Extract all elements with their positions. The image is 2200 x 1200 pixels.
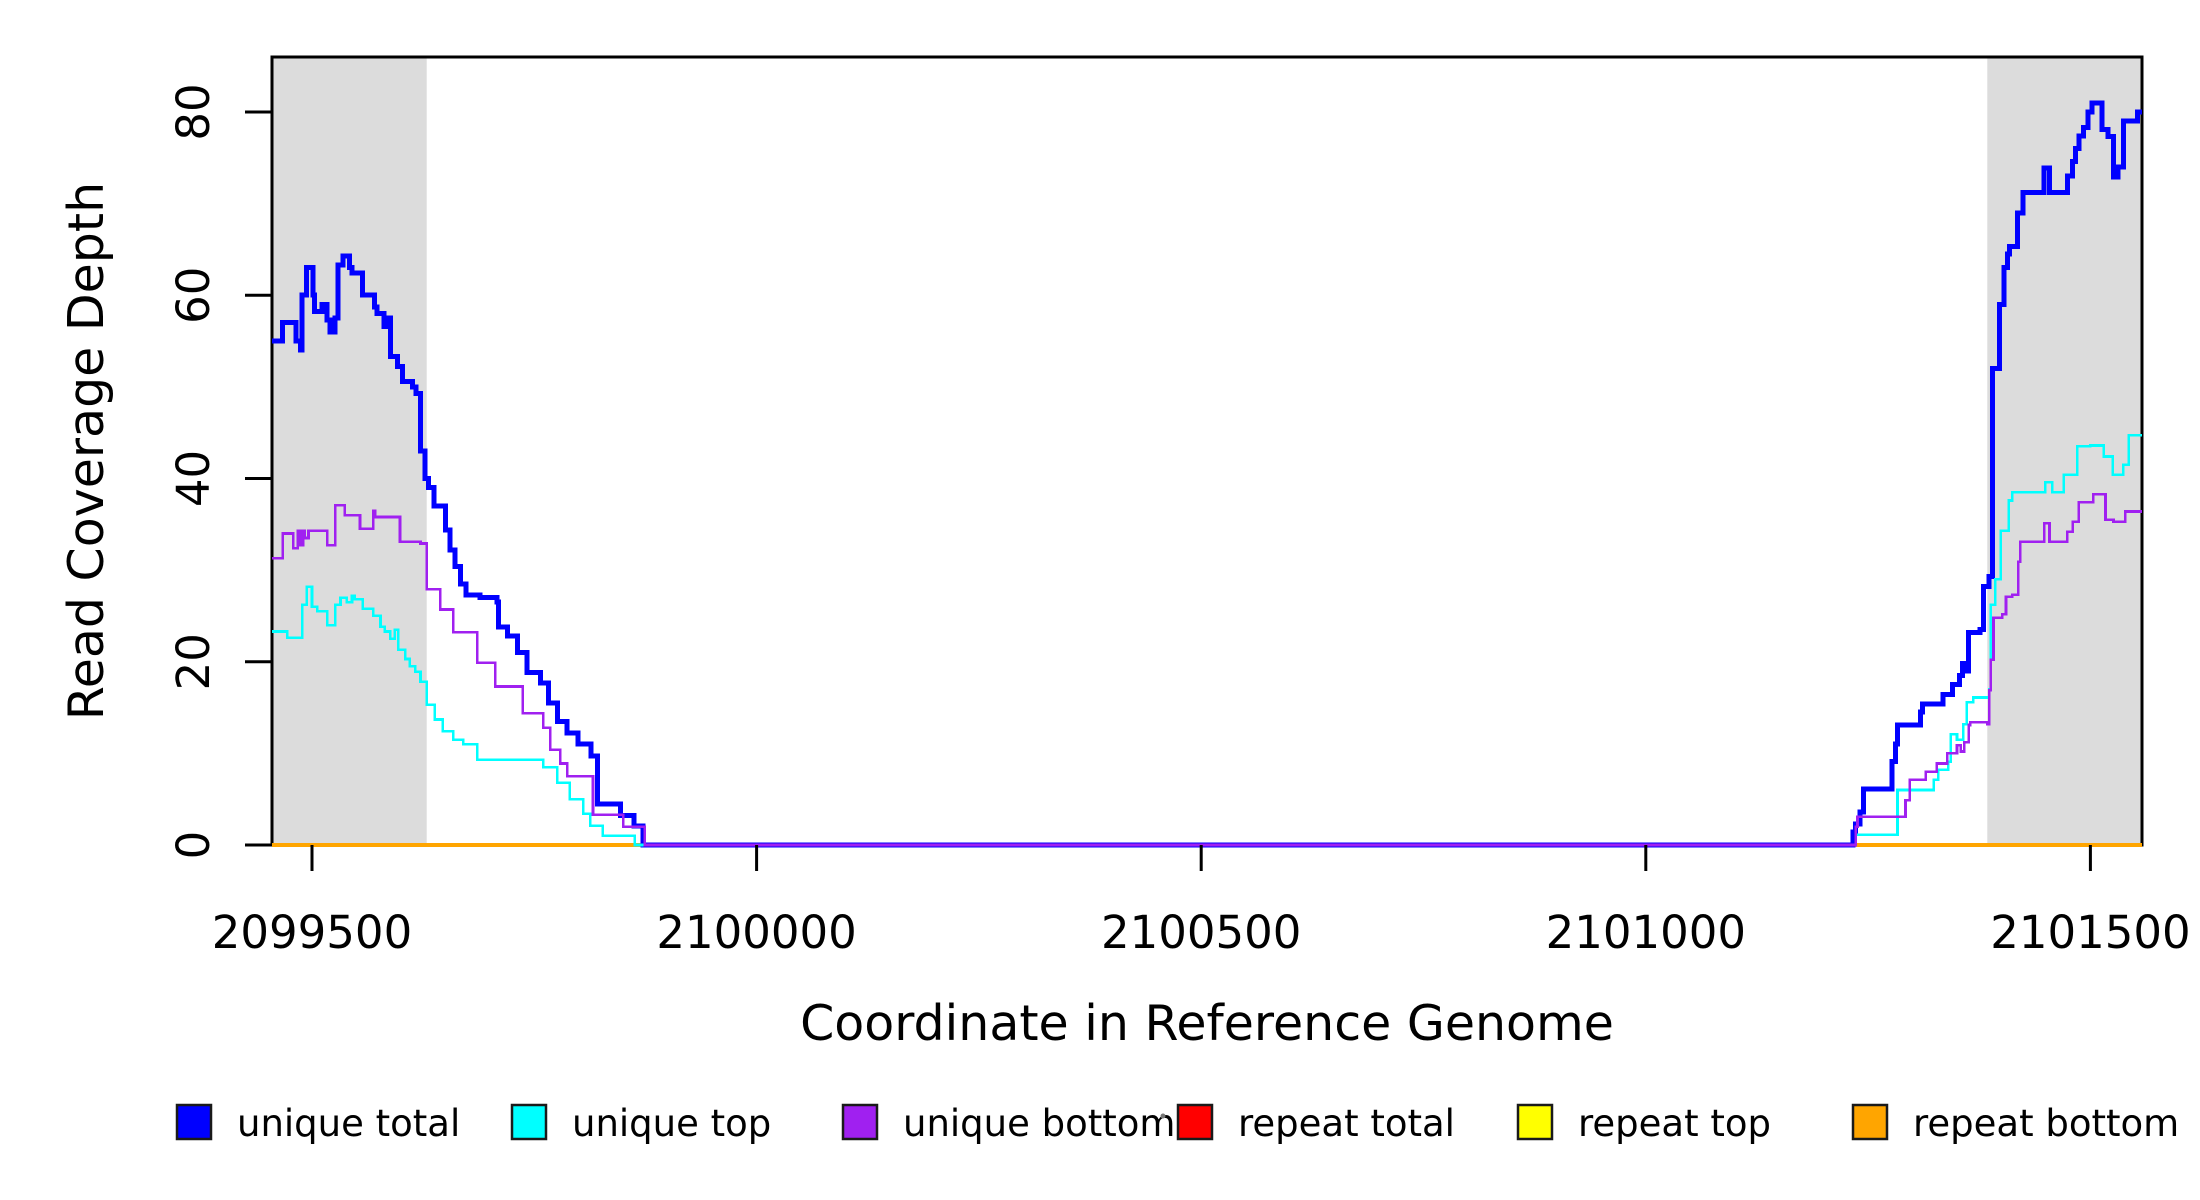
shaded-region: [1987, 57, 2142, 845]
x-tick-label: 2100500: [1101, 906, 1301, 959]
legend-label: unique bottom: [903, 1102, 1175, 1145]
x-tick-label: 2101500: [1990, 906, 2190, 959]
x-axis-title: Coordinate in Reference Genome: [800, 995, 1614, 1052]
legend-swatch: [175, 1103, 213, 1141]
x-ticks: 2099500 2100000 2100500 2101000 2101500: [212, 845, 2191, 959]
plot-border: [270, 55, 2144, 847]
y-tick-label: 40: [167, 450, 220, 507]
x-tick-label: 2100000: [656, 906, 856, 959]
y-ticks: 0 20 40 60 80: [167, 83, 272, 859]
legend-label: unique total: [237, 1102, 460, 1145]
legend-label: unique top: [572, 1102, 771, 1145]
legend-item-repeat-bottom: repeat bottom: [1851, 1102, 2179, 1145]
legend-label: repeat bottom: [1913, 1102, 2179, 1145]
legend-swatch: [1851, 1103, 1889, 1141]
series-line-unique-top: [272, 434, 2142, 847]
legend-swatch: [1516, 1103, 1554, 1141]
y-tick-label: 60: [167, 267, 220, 324]
legend-label: repeat top: [1578, 1102, 1771, 1145]
y-axis-title: Read Coverage Depth: [58, 182, 115, 720]
legend-item-repeat-top: repeat top: [1516, 1102, 1771, 1145]
legend-item-unique-bottom: unique bottom: [841, 1102, 1175, 1145]
series-line-unique-total: [272, 100, 2142, 848]
legend-label: repeat total: [1238, 1102, 1455, 1145]
x-tick-label: 2099500: [212, 906, 412, 959]
series-lines: [272, 100, 2142, 848]
x-tick-label: 2101000: [1546, 906, 1746, 959]
legend-swatch: [841, 1103, 879, 1141]
legend: unique total unique top unique bottom repea…: [175, 1102, 2179, 1145]
legend-swatch: [1176, 1103, 1214, 1141]
stray-dot-artifact: [1160, 1113, 1166, 1119]
series-line-unique-bottom: [272, 492, 2142, 847]
legend-item-unique-total: unique total: [175, 1102, 460, 1145]
y-tick-label: 80: [167, 83, 220, 140]
y-tick-label: 0: [167, 831, 220, 860]
x-axis: 2099500 2100000 2100500 2101000 2101500 Coor…: [212, 845, 2191, 1052]
shaded-region: [272, 57, 427, 845]
legend-swatch: [510, 1103, 548, 1141]
y-tick-label: 20: [167, 633, 220, 690]
shaded-regions: [272, 57, 2142, 845]
y-axis: 0 20 40 60 80 Read Coverage Depth: [58, 83, 272, 859]
legend-item-unique-top: unique top: [510, 1102, 771, 1145]
legend-item-repeat-total: repeat total: [1176, 1102, 1455, 1145]
